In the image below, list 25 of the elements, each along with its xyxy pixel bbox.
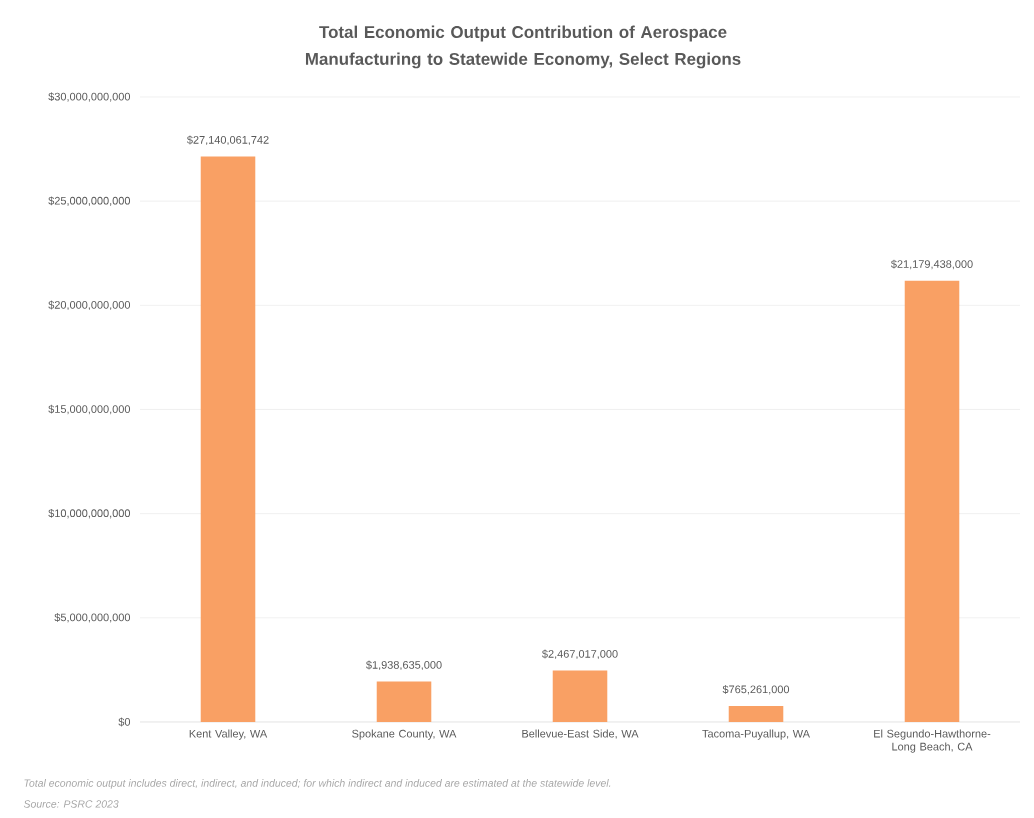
- y-tick-label: $25,000,000,000: [48, 196, 131, 206]
- bar: [200, 156, 256, 722]
- data-label: $2,467,017,000: [542, 649, 618, 660]
- y-tick-label: $30,000,000,000: [48, 92, 131, 102]
- bar: [552, 670, 608, 722]
- x-tick-label: Spokane County, WA: [352, 729, 457, 740]
- x-tick-label: Bellevue-East Side, WA: [522, 729, 639, 739]
- y-tick-label: $5,000,000,000: [54, 613, 131, 623]
- bar: [904, 280, 960, 722]
- y-tick-label: $0: [118, 717, 131, 727]
- y-tick-label: $15,000,000,000: [48, 404, 131, 415]
- bar: [376, 681, 432, 722]
- x-tick-label: Kent Valley, WA: [189, 729, 268, 740]
- data-label: $1,938,635,000: [366, 660, 442, 671]
- y-tick-label: $10,000,000,000: [48, 508, 131, 519]
- x-tick-label: Tacoma-Puyallup, WA: [702, 729, 810, 740]
- chart-title: Total Economic Output Contribution of Aerospace Manufacturing to Statewide Economy, Select Regions: [305, 25, 741, 69]
- x-tick-label: El Segundo-Hawthorne-Long Beach, CA: [874, 729, 991, 753]
- source-note: Source: PSRC 2023: [23, 800, 119, 808]
- y-tick-label: $20,000,000,000: [48, 300, 131, 311]
- data-label: $765,261,000: [722, 685, 790, 695]
- data-label: $21,179,438,000: [891, 259, 973, 270]
- data-label: $27,140,061,742: [187, 135, 269, 146]
- text: Total economic output includes direct, indirect, and induced; for which indirect and induced are estimated at the statewide level.: [24, 779, 611, 789]
- bar: [728, 706, 784, 722]
